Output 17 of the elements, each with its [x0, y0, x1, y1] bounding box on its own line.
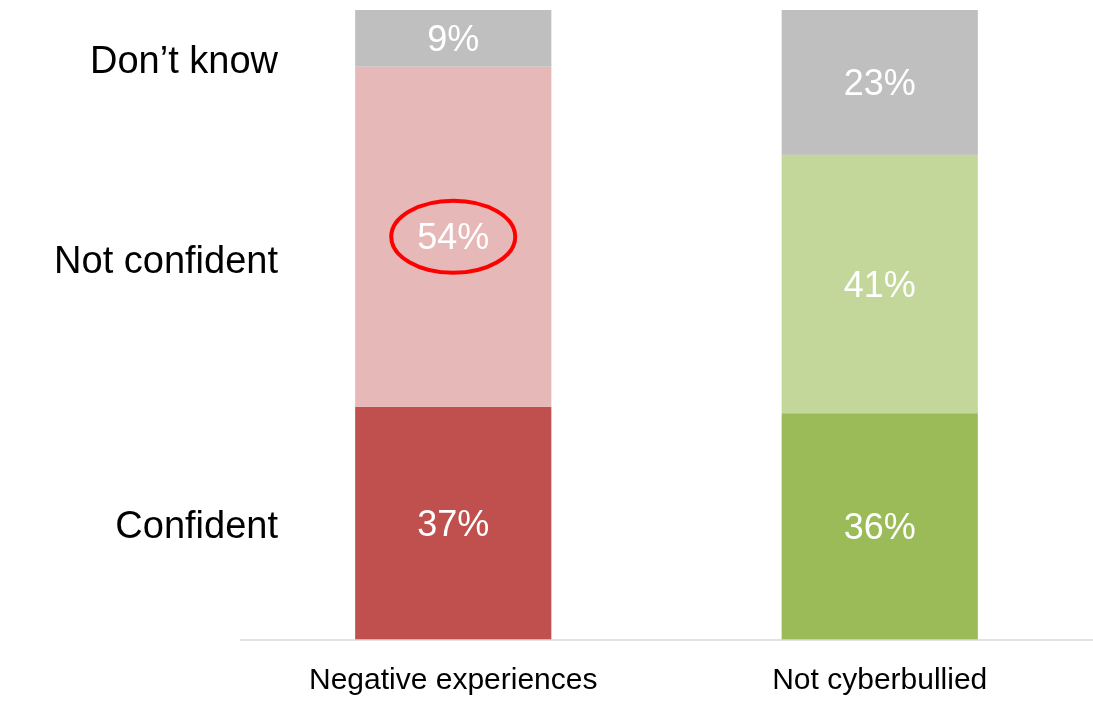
data-label: 54% [417, 216, 490, 258]
bar [781, 413, 978, 640]
x-tick-label: Negative experiences [308, 662, 598, 695]
data-label: 23% [843, 61, 916, 103]
bar [781, 10, 978, 155]
data-label: 41% [843, 263, 916, 305]
data-label: 36% [843, 506, 916, 548]
text: Don’t know [90, 39, 279, 82]
bar [355, 406, 552, 640]
bar [355, 66, 552, 407]
x-tick-label: Not cyberbullied [772, 662, 988, 695]
data-label: 9% [427, 17, 480, 59]
bar [781, 154, 978, 414]
text: Confident [115, 504, 279, 547]
text: Not confident [54, 239, 279, 282]
bar [355, 10, 552, 67]
data-label: 37% [417, 502, 490, 544]
